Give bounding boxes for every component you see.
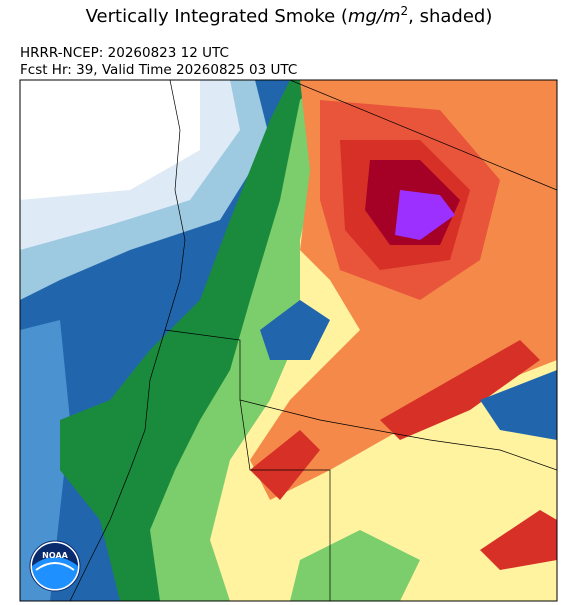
subtitle: HRRR-NCEP: 20260823 12 UTC xyxy=(20,45,229,61)
noaa-logo: NOAA xyxy=(29,540,81,592)
title-text: Vertically Integrated Smoke ( xyxy=(86,6,348,27)
title: Vertically Integrated Smoke (mg/m2, shad… xyxy=(86,4,493,27)
title-unit: mg/m xyxy=(348,6,401,27)
title-exponent: 2 xyxy=(401,4,409,18)
subtitle: Fcst Hr: 39, Valid Time 20260825 03 UTC xyxy=(20,62,297,78)
title-text: , shaded) xyxy=(408,6,492,27)
logo-text: NOAA xyxy=(42,551,68,560)
map xyxy=(20,80,557,601)
map-frame xyxy=(19,79,558,602)
